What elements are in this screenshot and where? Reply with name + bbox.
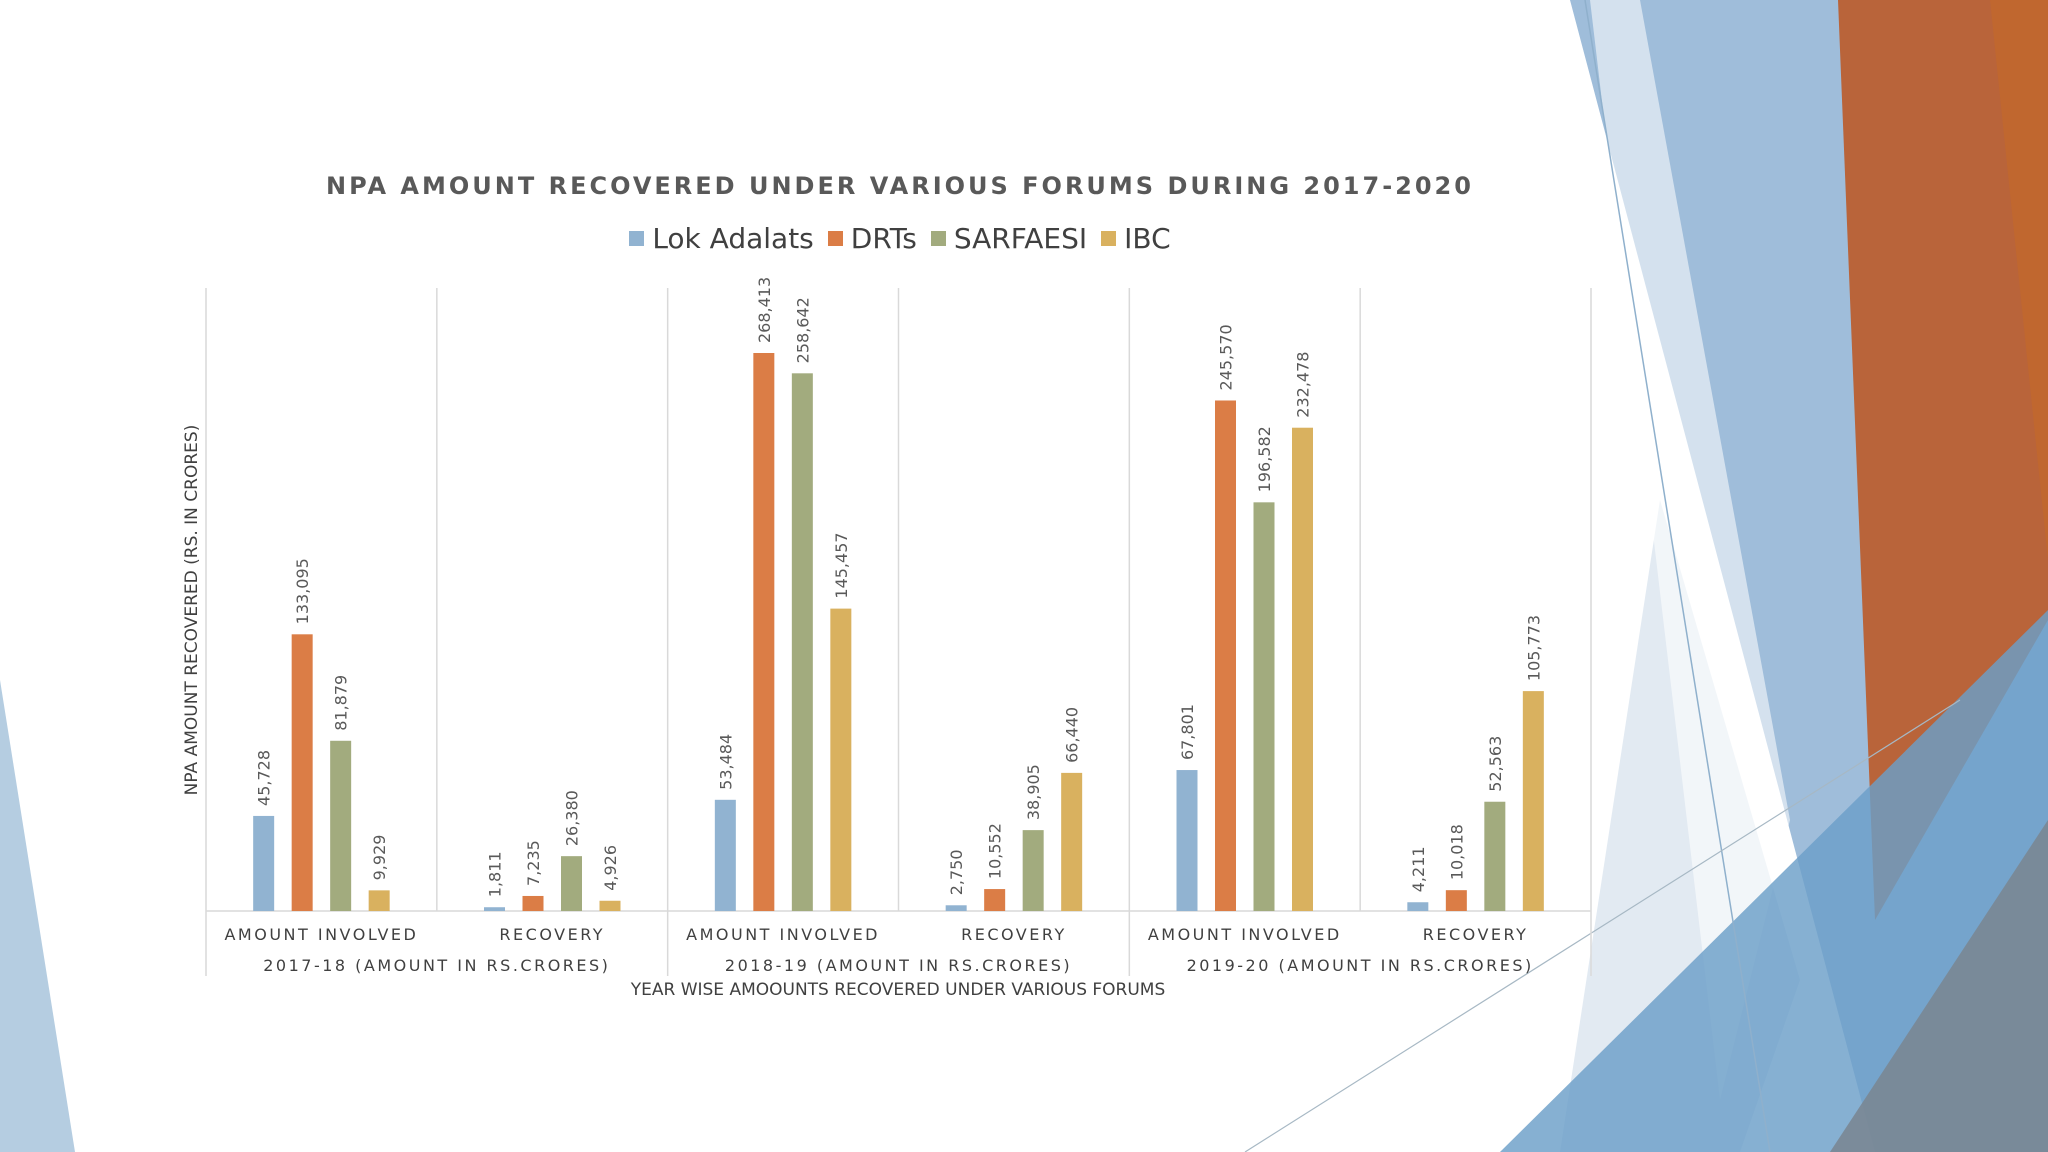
data-label-drts: 133,095 [293,558,312,624]
data-label-drts: 10,552 [986,823,1005,879]
bar-lok-adalats [1176,770,1198,911]
data-label-drts: 10,018 [1447,824,1466,880]
data-label-ibc: 9,929 [370,835,389,881]
legend-label-ibc: IBC [1124,222,1171,255]
legend-item-sarfaesi: SARFAESI [930,222,1088,255]
bar-drts [984,889,1006,911]
bar-drts [1215,400,1236,911]
bar-drts [1445,890,1467,911]
deco-white-wedge [1590,0,1790,1100]
data-label-ibc: 66,440 [1063,707,1082,763]
data-label-sarfaesi: 26,380 [563,790,582,846]
category-label: AMOUNT INVOLVED [224,925,418,944]
bar-sarfaesi [561,856,582,911]
data-label-lok-adalats: 1,811 [486,851,505,897]
legend-item-ibc: IBC [1101,222,1171,255]
data-label-ibc: 105,773 [1524,615,1543,681]
category-label: RECOVERY [1423,925,1529,944]
data-label-sarfaesi: 196,582 [1255,426,1274,492]
data-label-lok-adalats: 45,728 [255,750,274,806]
chart-title: NPA AMOUNT RECOVERED UNDER VARIOUS FORUM… [326,172,1474,200]
bar-sarfaesi [791,373,813,911]
deco-thin-line-2 [1244,699,1961,1152]
bar-ibc [1292,427,1313,911]
group-label: 2018-19 (AMOUNT IN RS.CRORES) [725,956,1072,975]
bar-lok-adalats [945,905,967,911]
bar-drts [522,895,544,911]
bar-ibc [599,900,621,911]
x-axis-title: YEAR WISE AMOOUNTS RECOVERED UNDER VARIO… [630,980,1166,1000]
deco-thin-line-1 [1584,0,1771,1152]
legend-swatch-lok-adalats [629,231,645,246]
legend-swatch-sarfaesi [930,231,946,246]
data-label-sarfaesi: 38,905 [1024,764,1043,820]
data-label-sarfaesi: 52,563 [1486,736,1505,792]
group-label: 2017-18 (AMOUNT IN RS.CRORES) [263,956,610,975]
bar-ibc [368,890,390,911]
category-label: AMOUNT INVOLVED [686,925,880,944]
legend-label-drts: DRTs [850,222,917,255]
category-label: RECOVERY [499,925,605,944]
data-label-drts: 268,413 [755,277,774,343]
y-axis-title: NPA AMOUNT RECOVERED (RS. IN CRORES) [182,424,202,796]
bar-sarfaesi [330,740,352,911]
bar-sarfaesi [1022,830,1044,911]
data-label-sarfaesi: 81,879 [332,675,351,731]
bar-sarfaesi [1253,502,1275,911]
category-label: RECOVERY [961,925,1067,944]
legend-item-lok-adalats: Lok Adalats [629,222,814,255]
legend-label-sarfaesi: SARFAESI [953,222,1088,255]
bar-ibc [1061,772,1083,911]
group-label: 2019-20 (AMOUNT IN RS.CRORES) [1187,956,1534,975]
deco-left-sliver [0,680,75,1152]
data-label-drts: 245,570 [1217,324,1236,390]
legend-item-drts: DRTs [827,222,917,255]
bar-lok-adalats [253,815,275,911]
category-label: AMOUNT INVOLVED [1148,925,1342,944]
deco-grey-panel [1830,820,2048,1152]
legend-label-lok-adalats: Lok Adalats [652,222,814,255]
bar-drts [753,353,775,911]
chart-legend: Lok Adalats DRTs SARFAESI IBC [200,222,1600,255]
data-label-drts: 7,235 [524,840,543,886]
deco-orange-strip [1990,0,2048,560]
deco-blue-triangle [1500,610,2048,1152]
data-label-ibc: 4,926 [601,845,620,891]
bar-ibc [830,608,852,911]
data-label-lok-adalats: 2,750 [947,849,966,895]
data-label-sarfaesi: 258,642 [793,297,812,363]
legend-swatch-ibc [1101,231,1117,246]
bar-lok-adalats [484,907,505,911]
legend-swatch-drts [827,231,843,246]
bar-sarfaesi [1484,801,1506,911]
data-label-lok-adalats: 53,484 [716,734,735,790]
data-label-lok-adalats: 4,211 [1409,846,1428,892]
bar-lok-adalats [1407,902,1429,911]
data-label-ibc: 232,478 [1294,352,1313,418]
data-label-ibc: 145,457 [832,532,851,598]
bar-lok-adalats [714,799,736,911]
data-label-lok-adalats: 67,801 [1178,704,1197,760]
bar-drts [291,634,313,911]
bar-ibc [1522,691,1544,911]
